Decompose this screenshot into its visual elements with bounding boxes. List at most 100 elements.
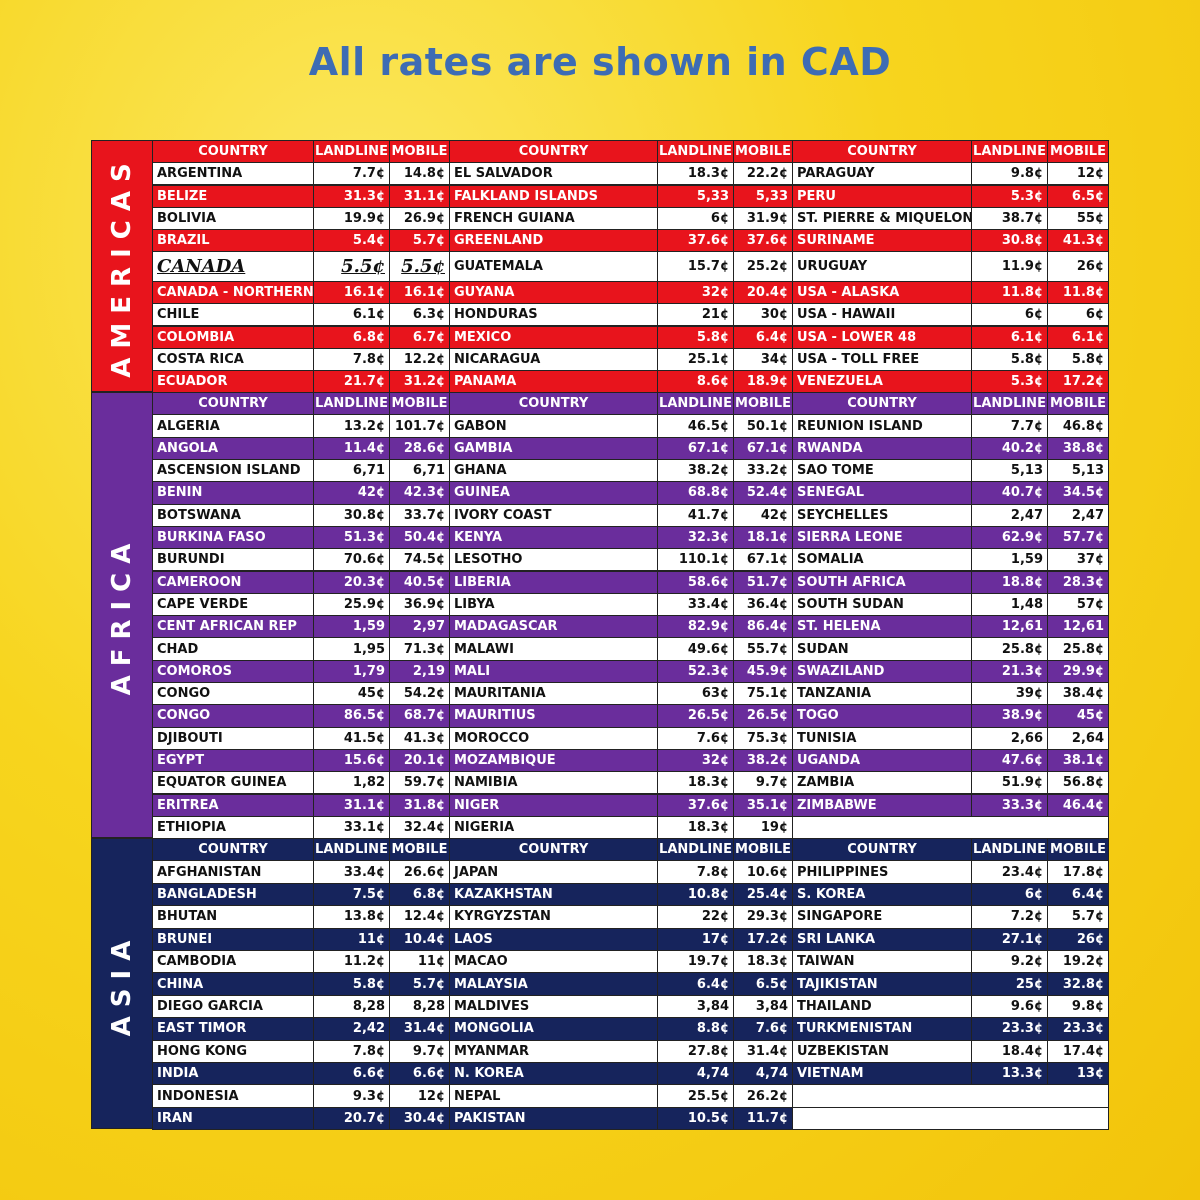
landline-rate: 20.3¢ [313,570,390,594]
landline-rate: 37.6¢ [657,228,734,253]
mobile-rate: 42¢ [733,503,793,527]
country-name: ERITREA [152,793,314,817]
mobile-rate: 38.2¢ [733,748,793,773]
mobile-rate: 26.9¢ [389,206,450,230]
mobile-rate: 13¢ [1047,1062,1109,1086]
country-name: BOTSWANA [152,503,314,527]
country-name: TAJIKISTAN [792,972,972,996]
mobile-rate: 30¢ [733,303,793,327]
mobile-rate: 71.3¢ [389,637,450,661]
country-name: ARGENTINA [152,162,314,186]
country-name: MOZAMBIQUE [449,748,658,773]
landline-rate: 13.3¢ [971,1062,1048,1086]
country-name: TAIWAN [792,950,972,974]
column-header: LANDLINE [971,392,1048,416]
landline-rate: 49.6¢ [657,637,734,661]
landline-rate: 25.8¢ [971,637,1048,661]
mobile-rate: 57.7¢ [1047,525,1109,550]
landline-rate: 32¢ [657,281,734,305]
mobile-rate: 2,97 [389,615,450,639]
mobile-rate: 8,28 [389,994,450,1019]
country-name: CAMEROON [152,570,314,594]
country-name: SUDAN [792,637,972,661]
mobile-rate: 45.9¢ [733,659,793,683]
landline-rate: 7.8¢ [657,860,734,884]
mobile-rate: 2,19 [389,659,450,683]
country-name: UZBEKISTAN [792,1039,972,1063]
landline-rate: 5,33 [657,184,734,208]
country-name: BURUNDI [152,548,314,572]
landline-rate: 82.9¢ [657,615,734,639]
country-name: BOLIVIA [152,206,314,230]
country-name: THAILAND [792,994,972,1019]
country-name: SIERRA LEONE [792,525,972,550]
country-name: LAOS [449,927,658,951]
country-name: INDIA [152,1062,314,1086]
mobile-rate: 86.4¢ [733,615,793,639]
landline-rate: 68.8¢ [657,481,734,505]
column-header: COUNTRY [152,140,314,164]
mobile-rate: 17.2¢ [1047,369,1109,394]
country-name: COSTA RICA [152,347,314,371]
country-name: HONG KONG [152,1039,314,1063]
mobile-rate: 38.4¢ [1047,682,1109,706]
mobile-rate: 2,47 [1047,503,1109,527]
mobile-rate: 18.9¢ [733,369,793,394]
mobile-rate: 11.7¢ [733,1106,793,1131]
landline-rate: 18.4¢ [971,1039,1048,1063]
landline-rate: 38.9¢ [971,704,1048,728]
country-name: USA - TOLL FREE [792,347,972,371]
mobile-rate: 55.7¢ [733,637,793,661]
landline-rate: 10.8¢ [657,882,734,907]
landline-rate: 1,48 [971,592,1048,617]
landline-rate: 5,13 [971,459,1048,483]
landline-rate: 32¢ [657,748,734,773]
landline-rate: 38.7¢ [971,206,1048,230]
landline-rate: 18.3¢ [657,162,734,186]
country-name: SAO TOME [792,459,972,483]
country-name: IRAN [152,1106,314,1131]
mobile-rate: 17.4¢ [1047,1039,1109,1063]
landline-rate: 1,59 [971,548,1048,572]
country-name: CAMBODIA [152,950,314,974]
country-name: EAST TIMOR [152,1017,314,1041]
country-name: BELIZE [152,184,314,208]
mobile-rate: 25.8¢ [1047,637,1109,661]
landline-rate: 2,42 [313,1017,390,1041]
mobile-rate: 46.4¢ [1047,793,1109,817]
country-name: ST. PIERRE & MIQUELON [792,206,972,230]
landline-rate: 21.7¢ [313,369,390,394]
country-name: MALAWI [449,637,658,661]
country-name: SRI LANKA [792,927,972,951]
landline-rate: 7.8¢ [313,347,390,371]
mobile-rate: 25.2¢ [733,251,793,283]
landline-rate: 33.1¢ [313,815,390,840]
mobile-rate: 7.6¢ [733,1017,793,1041]
landline-rate: 41.5¢ [313,726,390,750]
landline-rate: 6,71 [313,459,390,483]
mobile-rate: 45¢ [1047,704,1109,728]
column-header: LANDLINE [971,140,1048,164]
column-header: MOBILE [733,392,793,416]
column-header: MOBILE [389,140,450,164]
column-header: MOBILE [389,838,450,862]
landline-rate: 6.1¢ [313,303,390,327]
country-name: ZIMBABWE [792,793,972,817]
mobile-rate: 5.5¢ [389,251,450,283]
landline-rate: 11.4¢ [313,436,390,460]
mobile-rate: 14.8¢ [389,162,450,186]
mobile-rate: 5.7¢ [389,972,450,996]
mobile-rate: 37¢ [1047,548,1109,572]
country-name: TUNISIA [792,726,972,750]
landline-rate: 37.6¢ [657,793,734,817]
mobile-rate: 17.8¢ [1047,860,1109,884]
country-name: CHAD [152,637,314,661]
country-name: SOUTH SUDAN [792,592,972,617]
column-header: LANDLINE [657,392,734,416]
column-header: LANDLINE [313,392,390,416]
region-label: ASIA [91,838,153,1130]
region-name: ASIA [107,931,137,1036]
mobile-rate: 28.6¢ [389,436,450,460]
landline-rate: 45¢ [313,682,390,706]
